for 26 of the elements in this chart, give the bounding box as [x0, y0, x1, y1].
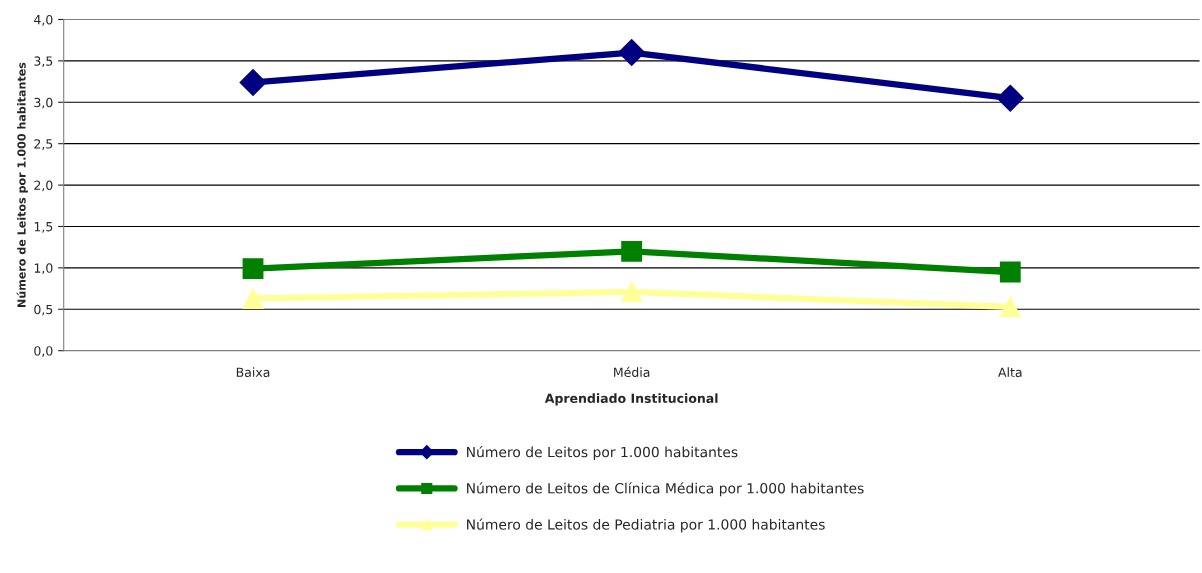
y-tick-label: 1,5 [34, 222, 53, 233]
point [621, 240, 643, 262]
y-tick-label: 2,5 [34, 139, 53, 150]
y-axis-title: Número de Leitos por 1.000 habitantes [16, 62, 28, 307]
legend-label: Número de Leitos de Clínica Médica por 1.000 habitantes [467, 482, 864, 497]
x-tick-label: Baixa [236, 367, 270, 378]
point [999, 261, 1021, 283]
x-tick-label: Alta [998, 367, 1022, 378]
y-tick-label: 0,0 [34, 346, 53, 357]
legend-label: Número de Leitos por 1.000 habitantes [467, 445, 738, 460]
y-tick-label: 2,0 [34, 180, 53, 192]
point [996, 84, 1024, 112]
y-tick-label: 4,0 [34, 14, 53, 26]
y-tick-label: 3,0 [34, 97, 53, 109]
y-tick-label: 0,5 [34, 304, 53, 316]
point [618, 39, 646, 67]
legend-label: Número de Leitos de Pediatria por 1.000 habitantes [467, 518, 825, 533]
y-tick-label: 3,5 [34, 56, 53, 68]
point [239, 68, 267, 96]
x-axis-title: Aprendiado Institucional [544, 393, 718, 406]
y-tick-label: 1,0 [34, 263, 53, 275]
point [242, 288, 264, 309]
point [621, 281, 643, 303]
point [999, 296, 1021, 318]
x-tick-label: Média [614, 366, 650, 378]
point [242, 258, 264, 280]
